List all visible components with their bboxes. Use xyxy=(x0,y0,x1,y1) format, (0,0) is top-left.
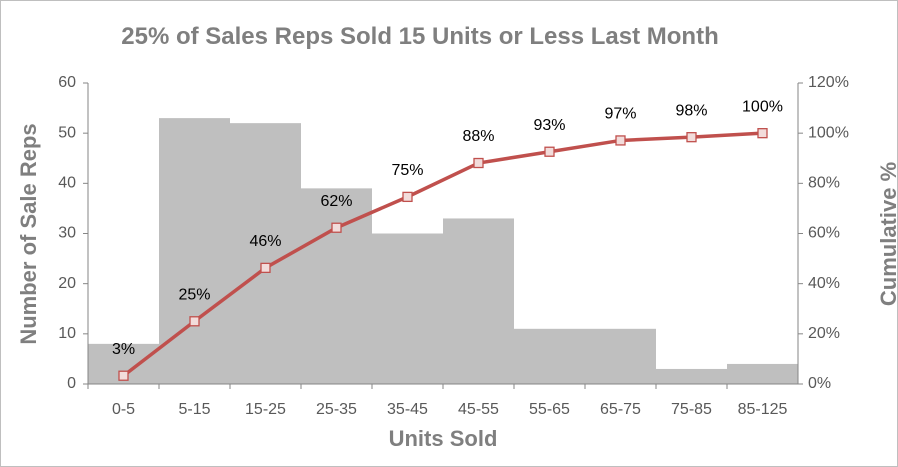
bar xyxy=(301,188,372,384)
line-marker xyxy=(402,191,413,203)
y-axis-title: Number of Sale Reps xyxy=(16,123,41,344)
bar xyxy=(159,118,230,384)
x-tick-label: 5-15 xyxy=(178,401,210,418)
x-tick-label: 0-5 xyxy=(112,401,135,418)
data-label: 98% xyxy=(675,102,707,119)
x-tick-label: 15-25 xyxy=(245,401,286,418)
data-label: 25% xyxy=(178,287,210,304)
x-tick-label: 45-55 xyxy=(458,401,499,418)
data-label: 88% xyxy=(462,128,494,145)
y2-tick-label: 40% xyxy=(808,275,840,292)
line-marker xyxy=(189,316,200,327)
y-tick-label: 40 xyxy=(58,175,76,192)
x-tick-label: 35-45 xyxy=(387,401,428,418)
bar xyxy=(585,328,656,384)
data-label: 93% xyxy=(533,117,565,134)
y-tick-label: 50 xyxy=(58,124,76,141)
y2-tick-label: 120% xyxy=(808,74,849,91)
y-tick-label: 10 xyxy=(58,325,76,342)
data-label: 62% xyxy=(320,193,352,210)
line-marker xyxy=(331,222,342,233)
y2-tick-label: 20% xyxy=(808,325,840,342)
data-label: 3% xyxy=(112,341,135,358)
y-tick-label: 20 xyxy=(58,275,76,292)
y-tick-label: 30 xyxy=(58,225,76,242)
line-marker xyxy=(473,157,484,169)
bar xyxy=(443,218,514,384)
y-tick-label: 0 xyxy=(67,375,76,392)
bar xyxy=(656,368,727,384)
x-tick-label: 55-65 xyxy=(529,401,570,418)
line-marker xyxy=(757,128,768,139)
line-marker xyxy=(544,146,555,157)
x-axis-title: Units Sold xyxy=(389,426,498,451)
data-label: 46% xyxy=(249,233,281,250)
y2-tick-label: 100% xyxy=(808,124,849,141)
bar xyxy=(727,363,798,384)
x-tick-label: 85-125 xyxy=(738,401,788,418)
x-tick-label: 75-85 xyxy=(671,401,712,418)
y2-axis-title: Cumulative % xyxy=(876,162,898,306)
bar xyxy=(514,328,585,384)
y-tick-label: 60 xyxy=(58,74,76,91)
y2-tick-label: 80% xyxy=(808,175,840,192)
line-marker xyxy=(615,135,626,146)
chart-title: 25% of Sales Reps Sold 15 Units or Less … xyxy=(121,23,719,50)
data-label: 100% xyxy=(742,98,783,115)
data-label: 97% xyxy=(604,106,636,123)
cumulative-line xyxy=(122,131,763,378)
data-label: 75% xyxy=(391,162,423,179)
y2-tick-label: 0% xyxy=(808,375,831,392)
line-marker xyxy=(260,262,271,274)
x-tick-label: 65-75 xyxy=(600,401,641,418)
x-tick-label: 25-35 xyxy=(316,401,357,418)
line-marker xyxy=(118,370,129,381)
y2-tick-label: 60% xyxy=(808,225,840,242)
bar xyxy=(372,233,443,384)
line-marker xyxy=(686,132,697,143)
